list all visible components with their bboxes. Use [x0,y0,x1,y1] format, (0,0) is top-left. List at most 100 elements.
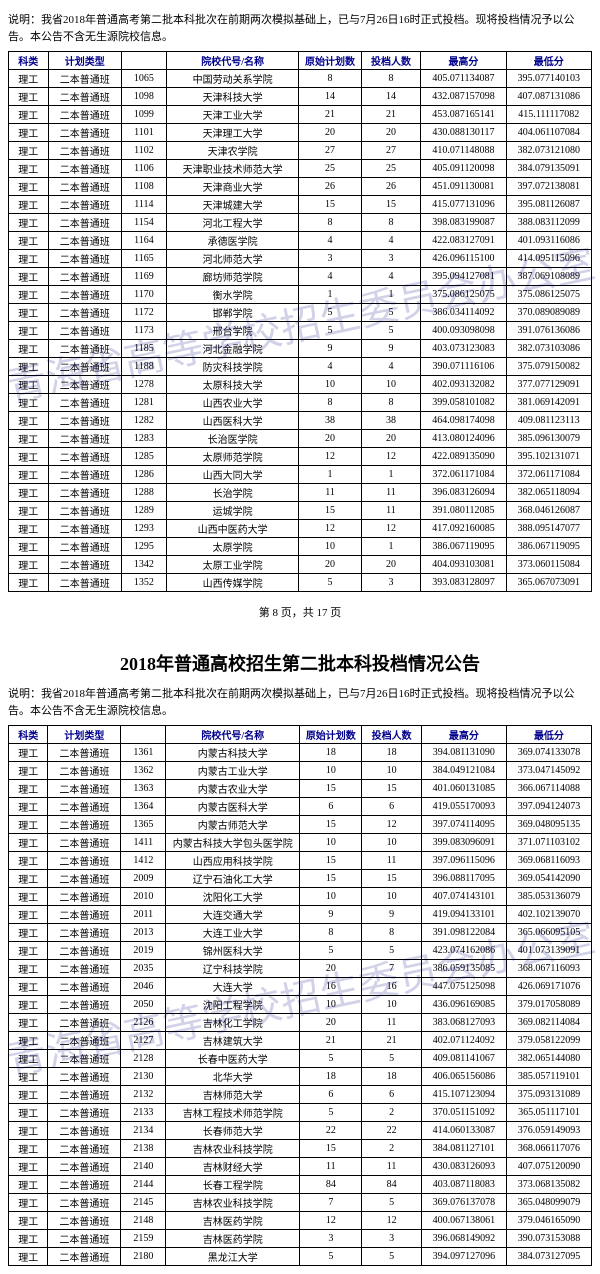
cell: 1286 [121,466,166,484]
cell: 二本普通班 [48,852,121,870]
cell: 414.060133087 [421,1122,506,1140]
cell: 365.048099079 [506,1194,591,1212]
cell: 12 [361,520,421,538]
table-row: 理工二本普通班1102天津农学院2727410.071148088382.073… [9,142,592,160]
cell: 5 [300,1248,362,1266]
cell: 理工 [9,448,49,466]
cell: 373.060115084 [506,556,591,574]
table-row: 理工二本普通班1342太原工业学院2020404.093103081373.06… [9,556,592,574]
cell: 372.061171084 [421,466,506,484]
cell: 407.087131086 [506,88,591,106]
table-row: 理工二本普通班1352山西传媒学院53393.083128097365.0670… [9,574,592,592]
cell: 山西农业大学 [166,394,298,412]
table-row: 理工二本普通班2050沈阳工程学院1010436.096169085379.01… [9,996,592,1014]
th-max: 最高分 [421,52,506,70]
cell: 1288 [121,484,166,502]
cell: 理工 [9,232,49,250]
cell: 10 [361,376,421,394]
cell: 21 [361,106,421,124]
cell: 沈阳工程学院 [166,996,300,1014]
cell: 理工 [9,430,49,448]
cell: 1102 [121,142,166,160]
cell: 理工 [9,178,49,196]
cell: 407.074143101 [421,888,506,906]
th-min: 最低分 [506,726,591,744]
cell: 5 [362,942,421,960]
table-row: 理工二本普通班2140吉林财经大学1111430.083126093407.07… [9,1158,592,1176]
table-2: 科类 计划类型 院校代号/名称 原始计划数 投档人数 最高分 最低分 理工二本普… [8,725,592,1266]
cell: 20 [299,124,361,142]
cell: 二本普通班 [48,340,121,358]
cell: 二本普通班 [48,70,121,88]
cell: 1412 [121,852,166,870]
cell: 1106 [121,160,166,178]
cell: 1281 [121,394,166,412]
cell: 373.047145092 [506,762,591,780]
table-row: 理工二本普通班1101天津理工大学2020430.088130117404.06… [9,124,592,142]
cell: 376.059149093 [506,1122,591,1140]
cell: 1108 [121,178,166,196]
cell: 大连大学 [166,978,300,996]
cell: 397.072138081 [506,178,591,196]
cell: 447.075125098 [421,978,506,996]
cell: 理工 [9,906,48,924]
cell: 理工 [9,1158,48,1176]
cell: 402.093132082 [421,376,506,394]
cell: 407.075120090 [506,1158,591,1176]
cell: 4 [299,232,361,250]
cell: 369.082114084 [506,1014,591,1032]
cell: 1114 [121,196,166,214]
cell: 天津工业大学 [166,106,298,124]
cell: 二本普通班 [48,1176,121,1194]
cell: 10 [299,538,361,556]
cell: 理工 [9,888,48,906]
cell: 1 [361,286,421,304]
cell: 386.067119095 [506,538,591,556]
cell: 2011 [121,906,166,924]
cell: 1185 [121,340,166,358]
cell: 402.102139070 [506,906,591,924]
cell: 11 [362,1014,421,1032]
cell: 436.096169085 [421,996,506,1014]
page-title: 2018年普通高校招生第二批本科投档情况公告 [8,650,592,676]
table-row: 理工二本普通班1283长治医学院2020413.080124096385.096… [9,430,592,448]
th-type: 计划类型 [48,52,121,70]
table-row: 理工二本普通班2019锦州医科大学55423.074162086401.0731… [9,942,592,960]
cell: 426.096115100 [421,250,506,268]
cell: 14 [299,88,361,106]
cell: 内蒙古农业大学 [166,780,300,798]
cell: 391.098122084 [421,924,506,942]
note-1: 说明：我省2018年普通高考第二批本科批次在前期两次模拟基础上，已与7月26日1… [8,12,592,45]
cell: 384.049121084 [421,762,506,780]
table-row: 理工二本普通班1099天津工业大学2121453.087165141415.11… [9,106,592,124]
cell: 430.088130117 [421,124,506,142]
th-plan: 原始计划数 [300,726,362,744]
cell: 山西中医药大学 [166,520,298,538]
cell: 385.057119101 [506,1068,591,1086]
cell: 理工 [9,1212,48,1230]
cell: 3 [300,1230,362,1248]
cell: 太原科技大学 [166,376,298,394]
th-subject: 科类 [9,726,48,744]
cell: 5 [300,1050,362,1068]
cell: 理工 [9,502,49,520]
cell: 沈阳化工大学 [166,888,300,906]
pager: 第 8 页，共 17 页 [8,604,592,620]
cell: 369.068116093 [506,852,591,870]
table-row: 理工二本普通班1065中国劳动关系学院88405.071134087395.07… [9,70,592,88]
cell: 393.083128097 [421,574,506,592]
table-1: 科类 计划类型 院校代号/名称 原始计划数 投档人数 最高分 最低分 理工二本普… [8,51,592,592]
cell: 2130 [121,1068,166,1086]
cell: 吉林化工学院 [166,1014,300,1032]
cell: 386.059135085 [421,960,506,978]
cell: 25 [299,160,361,178]
cell: 理工 [9,466,49,484]
cell: 395.081126087 [506,196,591,214]
cell: 山西大同大学 [166,466,298,484]
cell: 理工 [9,780,48,798]
table-row: 理工二本普通班2144长春工程学院8484403.087118083373.06… [9,1176,592,1194]
cell: 384.079135091 [506,160,591,178]
cell: 9 [299,340,361,358]
cell: 403.073123083 [421,340,506,358]
table-row: 理工二本普通班1411内蒙古科技大学包头医学院1010399.083096091… [9,834,592,852]
